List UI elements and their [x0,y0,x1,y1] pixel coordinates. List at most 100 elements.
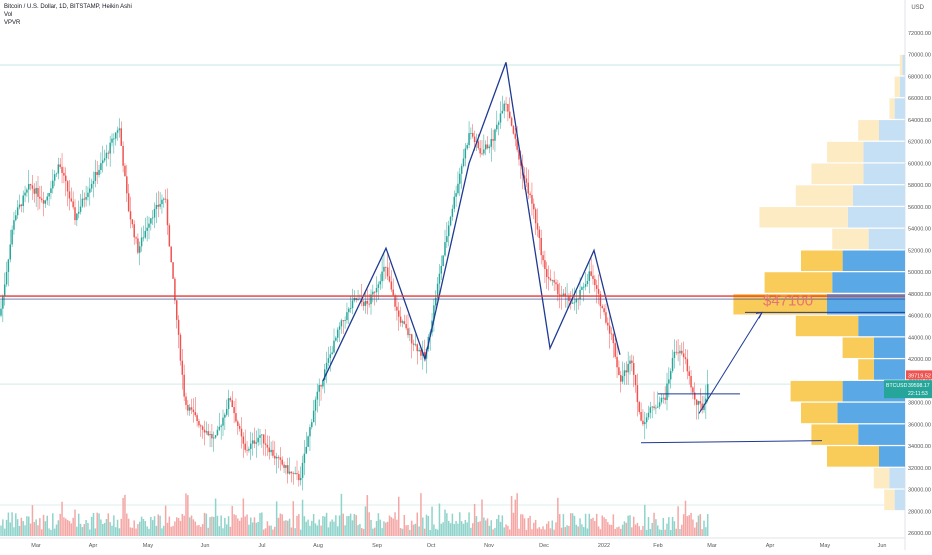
candle-body [514,133,517,139]
candle-body [196,415,198,422]
candle-body [534,209,537,224]
volume-bar [695,522,698,536]
currency-label[interactable]: USD [911,5,924,11]
y-tick-label: 70000.00 [908,53,931,59]
volume-bar [447,520,450,536]
vpvr-down-bar [873,467,890,489]
y-tick-label: 48000.00 [908,292,931,298]
candle-body [525,178,528,183]
volume-bar [468,512,470,536]
x-tick-label: Jun [201,543,210,549]
volume-bar [98,513,100,536]
volume-bar [533,522,535,536]
candle-body [484,144,487,150]
candle-body [553,280,555,283]
candle-body [385,266,387,268]
volume-bar [546,523,548,536]
candle-body [449,216,452,226]
candle-body [599,293,602,307]
projection-arrow-line [698,312,763,414]
candle-body [216,429,219,436]
candle-body [207,431,209,436]
candle-body [364,300,367,306]
volume-bar [542,526,544,536]
volume-bar [242,498,245,536]
volume-bar [126,513,128,536]
vpvr-up-bar [847,207,905,228]
vpvr-down-bar [889,98,895,119]
y-tick-label: 66000.00 [908,96,931,102]
candle-body [666,383,668,400]
candle-body [583,286,585,288]
candle-body [697,401,700,405]
candle-body [621,376,624,382]
candle-body [103,158,106,161]
volume-bar [120,518,122,536]
volume-bar [235,515,237,536]
candle-body [497,122,500,125]
candle-body [192,409,195,413]
volume-bar [281,514,283,536]
candle-body [322,379,324,387]
candle-body [61,166,63,173]
volume-bar [111,525,113,536]
candle-body [547,277,550,279]
candle-body [509,111,511,118]
candle-body [76,213,78,221]
volume-bar [274,526,276,536]
vpvr-up-bar [889,467,905,489]
vpvr-down-bar [801,250,843,272]
candle-body [612,334,615,344]
candle-body [87,192,89,198]
candle-body [5,271,8,285]
candle-body [668,379,670,384]
volume-indicator-label[interactable]: Vol [4,12,13,18]
volume-bar [9,522,11,536]
volume-bar [460,521,463,536]
volume-bar [632,516,635,536]
candle-body [488,146,491,149]
volume-bar [549,528,552,536]
candle-body [658,402,661,407]
candle-body [181,360,184,375]
candle-body [283,464,285,468]
volume-bar [53,528,56,536]
volume-bar [187,495,189,536]
symbol-title[interactable]: Bitcoin / U.S. Dollar, 1D, BITSTAMP, Hei… [4,4,132,10]
candle-body [438,273,441,284]
volume-bar [673,521,676,536]
volume-bar [87,522,89,536]
candle-body [601,306,603,309]
volume-bar [240,517,243,536]
candle-body [163,198,165,200]
candle-body [394,295,396,307]
volume-bar [571,513,574,536]
vpvr-indicator-label[interactable]: VPVR [4,20,21,26]
candle-body [120,128,122,146]
y-tick-label: 60000.00 [908,161,931,167]
y-tick-label: 56000.00 [908,205,931,211]
candle-body [187,404,189,411]
candle-body [246,449,248,451]
volume-bar [607,522,609,536]
volume-bar [645,529,648,536]
candle-body [464,148,467,159]
volume-bar [425,514,428,536]
x-tick-label: Nov [484,543,494,549]
volume-bar [483,517,485,536]
candle-body [126,176,128,194]
volume-bar [403,515,406,536]
volume-bar [50,529,52,536]
volume-bar [625,522,628,536]
volume-bar [318,519,320,536]
volume-bar [205,513,208,536]
volume-bar [163,525,165,536]
candle-body [11,229,13,245]
candle-body [473,136,476,143]
volume-bar [52,513,54,536]
candle-body [259,435,261,438]
volume-bar [703,520,705,536]
candle-body [486,144,489,149]
